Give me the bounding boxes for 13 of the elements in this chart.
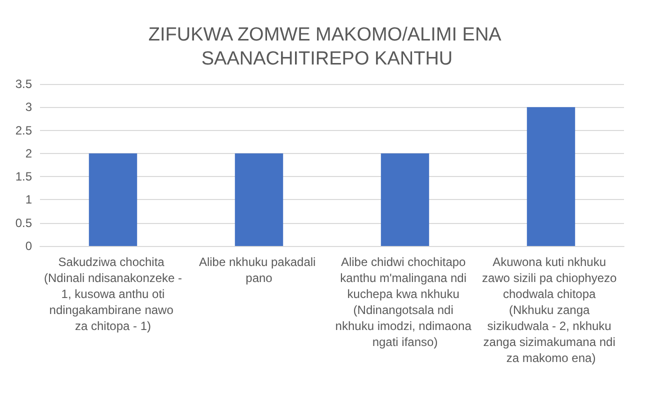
y-tick-label: 0.5 xyxy=(15,216,32,230)
x-tick-label: Alibe chidwi chochitapo kanthu m'malingana ndi kuchepa kwa nkhuku (Ndinangotsala ndi nkhuku imodzi, ndimaona ngati ifanso) xyxy=(335,255,475,349)
chart-title: ZIFUKWA ZOMWE MAKOMO/ALIMI ENA SAANACHITIREPO KANTHU xyxy=(148,24,506,70)
x-tick-label: Alibe nkhuku pakadali pano xyxy=(198,255,320,285)
x-tick-label: Akuwona kuti nkhuku zawo sizili pa chiophyezo chodwala chitopa (Nkhuku zanga sizikudwala - 2, nkhuku zanga sizimakumana ndi za makomo ena) xyxy=(482,255,620,365)
y-tick-label: 3 xyxy=(25,100,32,114)
x-tick-label: Sakudziwa chochita (Ndinali ndisanakonzeke - 1, kusowa anthu oti ndingakambirane nawo za chitopa - 1) xyxy=(44,255,182,333)
y-tick-label: 1 xyxy=(25,192,32,207)
y-tick-label: 0 xyxy=(25,239,32,253)
y-tick-label: 2 xyxy=(25,146,32,160)
y-tick-label: 1.5 xyxy=(15,170,32,184)
y-tick-label: 2.5 xyxy=(15,123,32,138)
y-tick-label: 3.5 xyxy=(15,77,32,91)
